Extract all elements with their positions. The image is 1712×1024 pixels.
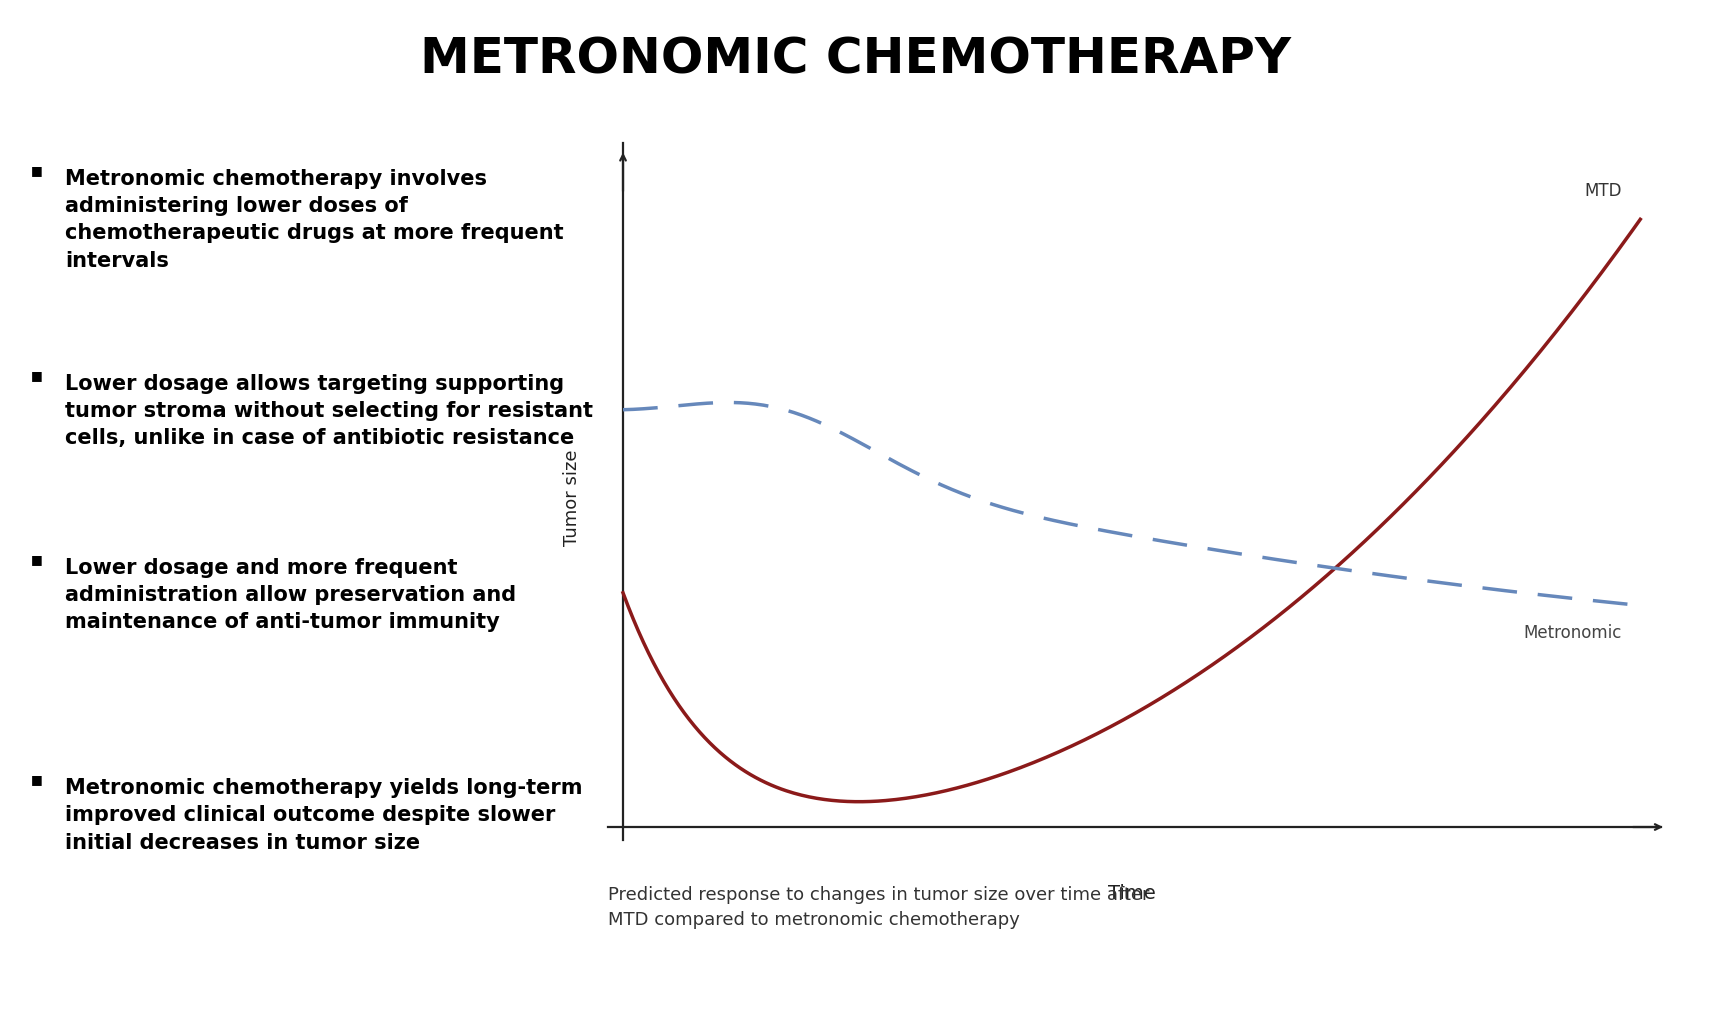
Text: Predicted response to changes in tumor size over time after
MTD compared to metr: Predicted response to changes in tumor s… [608, 886, 1149, 930]
Text: MTD: MTD [1585, 182, 1621, 201]
Text: Metronomic chemotherapy yields long-term
improved clinical outcome despite slowe: Metronomic chemotherapy yields long-term… [65, 778, 582, 853]
Text: Lower dosage and more frequent
administration allow preservation and
maintenance: Lower dosage and more frequent administr… [65, 558, 517, 633]
Text: Time: Time [1108, 884, 1156, 903]
Text: Metronomic chemotherapy involves
administering lower doses of
chemotherapeutic d: Metronomic chemotherapy involves adminis… [65, 169, 563, 270]
Text: ■: ■ [31, 369, 43, 382]
Text: Metronomic: Metronomic [1524, 625, 1621, 642]
Text: Lower dosage allows targeting supporting
tumor stroma without selecting for resi: Lower dosage allows targeting supporting… [65, 374, 592, 449]
Text: ■: ■ [31, 773, 43, 786]
Text: ■: ■ [31, 164, 43, 177]
Text: Tumor size: Tumor size [563, 450, 580, 546]
Text: ■: ■ [31, 553, 43, 566]
Text: METRONOMIC CHEMOTHERAPY: METRONOMIC CHEMOTHERAPY [421, 36, 1291, 84]
